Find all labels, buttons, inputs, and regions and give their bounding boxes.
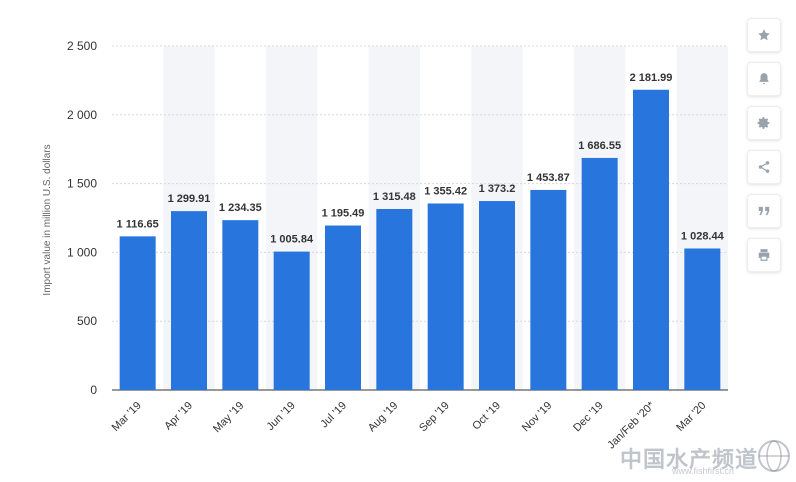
bar[interactable] <box>581 157 618 390</box>
bars <box>119 89 721 390</box>
x-tick-label: Apr '19 <box>162 400 195 433</box>
bar[interactable] <box>325 225 361 390</box>
bar[interactable] <box>427 203 464 390</box>
x-tick-label: Jun '19 <box>264 400 297 433</box>
data-label: 1 234.35 <box>219 202 262 214</box>
share-button[interactable] <box>747 150 781 184</box>
gear-icon <box>757 117 770 129</box>
x-tick-label: Oct '19 <box>470 400 503 433</box>
data-label: 2 181.99 <box>630 72 673 84</box>
bar[interactable] <box>530 189 567 390</box>
x-tick-label: Sep '19 <box>417 400 452 435</box>
data-label: 1 355.42 <box>424 185 467 197</box>
grid-lines <box>112 45 728 391</box>
chart-toolbar <box>747 18 781 282</box>
data-label: 1 373.2 <box>479 183 516 195</box>
data-label: 1 453.87 <box>527 172 570 184</box>
star-icon <box>758 29 770 41</box>
share-icon <box>758 161 770 173</box>
bell-icon <box>759 73 769 85</box>
y-axis-ticks: 0 500 1 000 1 500 2 000 2 500 <box>67 39 97 397</box>
data-label: 1 315.48 <box>373 191 416 203</box>
y-tick-label: 2 500 <box>67 39 97 53</box>
y-tick-label: 0 <box>90 383 97 397</box>
watermark-url: www.fishfirst.cn <box>672 466 735 476</box>
bar[interactable] <box>222 220 259 390</box>
watermark: 中国水产频道 www.fishfirst.cn <box>612 438 794 478</box>
bar[interactable] <box>479 201 515 390</box>
watermark-text: 中国水产频道 <box>620 448 759 473</box>
x-tick-label: Jul '19 <box>318 400 349 431</box>
x-tick-label: May '19 <box>211 400 246 435</box>
x-tick-label: Mar '20 <box>674 400 708 434</box>
bar[interactable] <box>684 248 721 390</box>
x-tick-label: Dec '19 <box>571 400 606 435</box>
data-label: 1 005.84 <box>270 234 314 246</box>
bar[interactable] <box>376 208 413 390</box>
notification-button[interactable] <box>747 62 781 96</box>
x-tick-label: Aug '19 <box>366 400 401 435</box>
globe-icon <box>758 440 790 472</box>
bar[interactable] <box>171 211 207 390</box>
x-tick-label: Mar '19 <box>110 400 144 434</box>
quote-icon <box>758 206 770 216</box>
data-label: 1 195.49 <box>322 208 365 220</box>
bar[interactable] <box>273 251 310 390</box>
bar[interactable] <box>119 236 156 390</box>
settings-button[interactable] <box>747 106 781 140</box>
data-label: 1 028.44 <box>681 230 725 242</box>
y-tick-label: 1 500 <box>67 177 97 191</box>
star-button[interactable] <box>747 18 781 52</box>
data-label: 1 116.65 <box>117 218 159 230</box>
bar[interactable] <box>633 89 669 390</box>
data-label: 1 686.55 <box>578 140 621 152</box>
print-icon <box>758 249 770 261</box>
data-labels: 1 116.65 1 299.91 1 234.35 1 005.84 1 195.49… <box>117 72 725 246</box>
y-tick-label: 500 <box>77 314 97 328</box>
y-tick-label: 1 000 <box>67 245 97 259</box>
cite-button[interactable] <box>747 194 781 228</box>
y-tick-label: 2 000 <box>67 108 97 122</box>
y-axis-title: Import value in million U.S. dollars <box>42 144 53 295</box>
x-tick-label: Nov '19 <box>520 400 555 435</box>
print-button[interactable] <box>747 238 781 272</box>
data-label: 1 299.91 <box>168 193 211 205</box>
